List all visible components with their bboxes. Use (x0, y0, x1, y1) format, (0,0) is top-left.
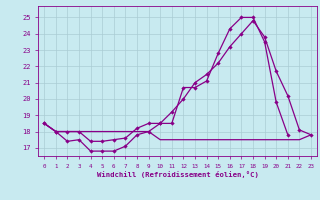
X-axis label: Windchill (Refroidissement éolien,°C): Windchill (Refroidissement éolien,°C) (97, 171, 259, 178)
